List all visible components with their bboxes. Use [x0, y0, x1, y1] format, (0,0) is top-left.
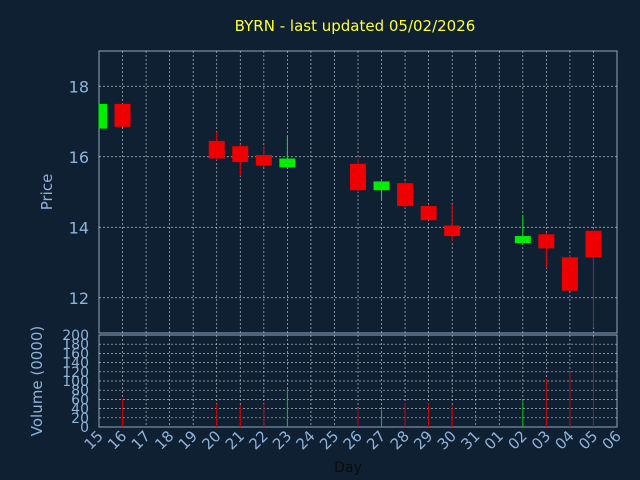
day-tick-label: 24 [293, 427, 319, 453]
volume-tick-label: 40 [71, 402, 89, 418]
day-tick-label: 03 [528, 427, 554, 453]
day-tick-label: 21 [222, 427, 248, 453]
chart-title: BYRN - last updated 05/02/2026 [235, 17, 476, 35]
day-tick-label: 17 [128, 427, 154, 453]
day-tick-label: 26 [340, 427, 366, 453]
candle-body [444, 225, 461, 237]
volume-tick-label: 200 [62, 328, 89, 344]
candle-body [99, 103, 107, 129]
day-tick-label: 30 [434, 427, 460, 453]
candle-body [350, 163, 366, 191]
price-tick-label: 14 [69, 218, 89, 237]
day-tick-label: 05 [575, 427, 601, 453]
x-tick-labels: 1516171819202122232425262728293031010203… [81, 427, 625, 453]
candle-body [397, 183, 414, 207]
volume-tick-label: 120 [62, 365, 89, 381]
day-tick-label: 25 [316, 427, 342, 453]
candle-body [561, 257, 578, 291]
day-tick-label: 29 [410, 427, 436, 453]
volume-tick-label: 100 [62, 374, 89, 390]
candle-body [420, 206, 437, 221]
volume-tick-label: 0 [80, 420, 89, 436]
day-tick-label: 22 [245, 427, 271, 453]
price-panel: 12 14 16 18 [69, 50, 618, 334]
day-tick-label: 27 [363, 427, 389, 453]
day-tick-label: 31 [457, 427, 483, 453]
volume-tick-label: 80 [71, 383, 89, 399]
volume-tick-label: 160 [62, 346, 89, 362]
volume-tick-label: 180 [62, 337, 89, 353]
day-tick-label: 28 [387, 427, 413, 453]
day-tick-label: 19 [175, 427, 201, 453]
day-tick-label: 06 [599, 427, 625, 453]
candle-body [255, 154, 272, 166]
candle-body [208, 140, 225, 159]
candle-body [279, 158, 296, 168]
day-tick-label: 23 [269, 427, 295, 453]
day-tick-label: 02 [504, 427, 530, 453]
volume-tick-label: 140 [62, 356, 89, 372]
candle-body [585, 230, 602, 258]
day-tick-label: 20 [198, 427, 224, 453]
price-tick-label: 16 [69, 148, 89, 167]
price-tick-label: 12 [69, 289, 89, 308]
day-tick-label: 01 [481, 427, 507, 453]
volume-axis-label: Volume (0000) [28, 326, 46, 436]
candle-body [514, 236, 531, 244]
price-tick-label: 18 [69, 77, 89, 96]
day-tick-label: 04 [552, 427, 578, 453]
candle-body [114, 103, 131, 127]
volume-tick-label: 20 [71, 411, 89, 427]
day-tick-label: 16 [104, 427, 130, 453]
price-axis-label: Price [38, 174, 56, 211]
day-tick-label: 18 [151, 427, 177, 453]
volume-tick-label: 60 [71, 392, 89, 408]
candle-body [373, 181, 390, 191]
candle-body [232, 146, 249, 163]
candle-body [538, 234, 555, 249]
day-axis-label: Day [334, 460, 362, 476]
